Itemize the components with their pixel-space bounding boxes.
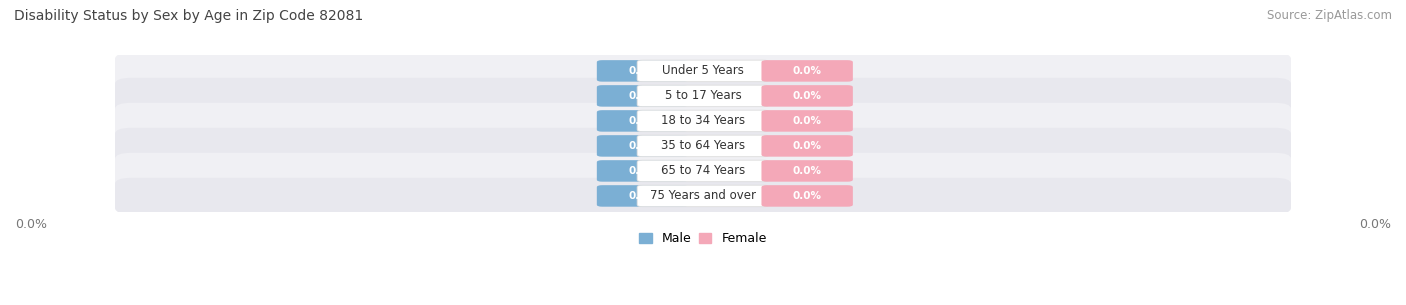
Text: 0.0%: 0.0%: [628, 166, 657, 176]
FancyBboxPatch shape: [762, 110, 853, 132]
Text: Source: ZipAtlas.com: Source: ZipAtlas.com: [1267, 9, 1392, 22]
Text: 0.0%: 0.0%: [628, 116, 657, 126]
FancyBboxPatch shape: [115, 53, 1291, 89]
Text: 75 Years and over: 75 Years and over: [650, 189, 756, 203]
FancyBboxPatch shape: [762, 135, 853, 157]
Text: 0.0%: 0.0%: [628, 66, 657, 76]
FancyBboxPatch shape: [115, 78, 1291, 114]
FancyBboxPatch shape: [637, 110, 769, 132]
FancyBboxPatch shape: [596, 135, 688, 157]
Text: 0.0%: 0.0%: [793, 91, 821, 101]
Text: 0.0%: 0.0%: [793, 166, 821, 176]
FancyBboxPatch shape: [637, 185, 769, 207]
Text: 0.0%: 0.0%: [793, 191, 821, 201]
FancyBboxPatch shape: [762, 185, 853, 207]
Text: Under 5 Years: Under 5 Years: [662, 64, 744, 77]
Text: 0.0%: 0.0%: [628, 91, 657, 101]
FancyBboxPatch shape: [762, 85, 853, 107]
FancyBboxPatch shape: [637, 160, 769, 182]
Legend: Male, Female: Male, Female: [634, 227, 772, 250]
FancyBboxPatch shape: [762, 160, 853, 182]
FancyBboxPatch shape: [115, 178, 1291, 214]
Text: 5 to 17 Years: 5 to 17 Years: [665, 89, 741, 102]
FancyBboxPatch shape: [115, 103, 1291, 139]
FancyBboxPatch shape: [637, 60, 769, 82]
Text: 65 to 74 Years: 65 to 74 Years: [661, 164, 745, 178]
FancyBboxPatch shape: [596, 85, 688, 107]
FancyBboxPatch shape: [596, 160, 688, 182]
FancyBboxPatch shape: [596, 110, 688, 132]
FancyBboxPatch shape: [115, 128, 1291, 164]
FancyBboxPatch shape: [637, 135, 769, 157]
Text: 0.0%: 0.0%: [628, 191, 657, 201]
FancyBboxPatch shape: [115, 153, 1291, 189]
FancyBboxPatch shape: [596, 185, 688, 207]
Text: 0.0%: 0.0%: [793, 66, 821, 76]
FancyBboxPatch shape: [637, 85, 769, 107]
Text: 0.0%: 0.0%: [793, 116, 821, 126]
Text: 0.0%: 0.0%: [628, 141, 657, 151]
FancyBboxPatch shape: [762, 60, 853, 82]
FancyBboxPatch shape: [596, 60, 688, 82]
Text: Disability Status by Sex by Age in Zip Code 82081: Disability Status by Sex by Age in Zip C…: [14, 9, 363, 23]
Text: 35 to 64 Years: 35 to 64 Years: [661, 139, 745, 152]
Text: 18 to 34 Years: 18 to 34 Years: [661, 114, 745, 127]
Text: 0.0%: 0.0%: [793, 141, 821, 151]
